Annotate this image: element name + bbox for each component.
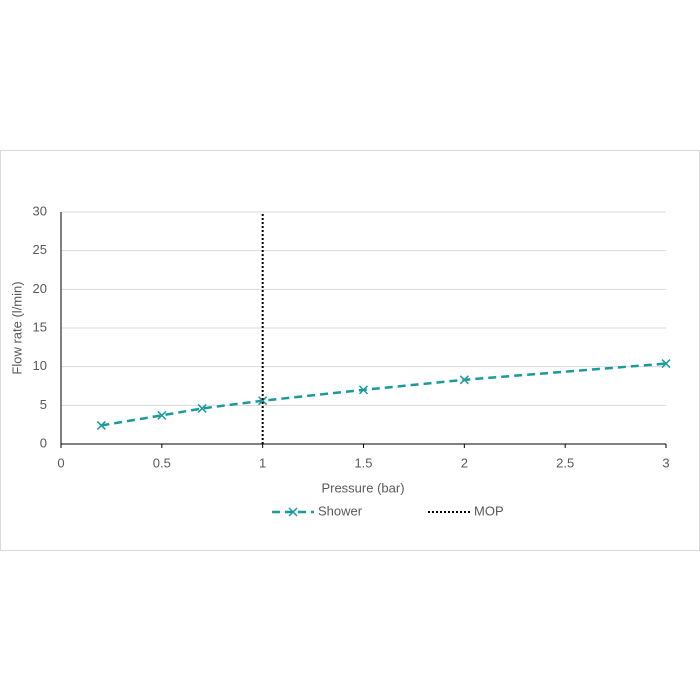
marker <box>459 375 469 385</box>
marker <box>197 403 207 413</box>
x-tick-label: 2 <box>461 455 468 470</box>
legend-item: MOP <box>428 503 504 518</box>
x-tick-label: 1.5 <box>354 455 372 470</box>
chart-frame <box>0 150 700 551</box>
marker <box>258 396 268 406</box>
x-tick-label: 0 <box>57 455 64 470</box>
marker <box>288 507 298 517</box>
y-tick-label: 15 <box>33 319 47 334</box>
y-axis-title: Flow rate (l/min) <box>9 281 24 374</box>
marker <box>661 359 671 369</box>
legend-label: Shower <box>318 503 363 518</box>
x-tick-label: 2.5 <box>556 455 574 470</box>
y-tick-label: 10 <box>33 358 47 373</box>
y-tick-label: 30 <box>33 203 47 218</box>
marker <box>358 385 369 395</box>
x-tick-label: 1 <box>259 455 266 470</box>
y-tick-label: 5 <box>40 397 47 412</box>
y-tick-label: 25 <box>33 242 47 257</box>
x-tick-label: 3 <box>662 455 669 470</box>
y-tick-label: 20 <box>33 281 47 296</box>
legend-item: Shower <box>272 503 363 518</box>
y-tick-label: 0 <box>40 435 47 450</box>
x-tick-label: 0.5 <box>153 455 171 470</box>
marker <box>157 410 167 420</box>
x-axis-title: Pressure (bar) <box>321 480 404 495</box>
legend-label: MOP <box>474 503 504 518</box>
marker <box>96 420 106 430</box>
